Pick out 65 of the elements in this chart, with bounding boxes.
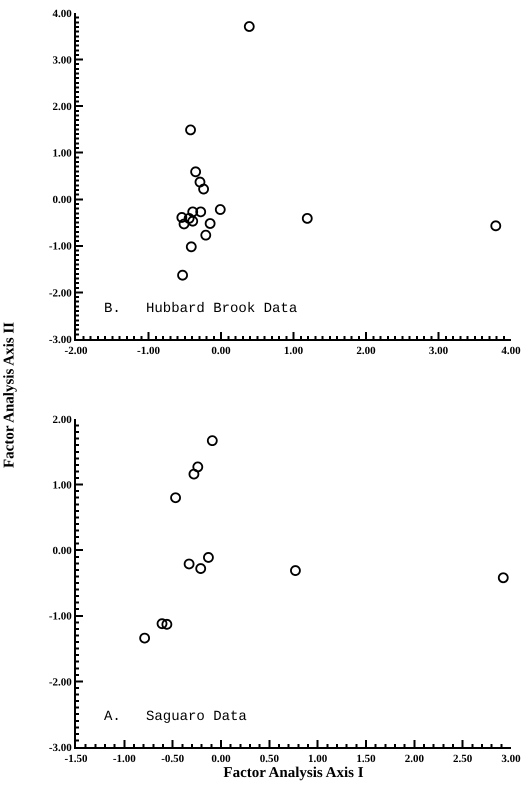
point <box>206 435 218 446</box>
point <box>490 220 502 232</box>
point <box>170 492 181 504</box>
point <box>190 166 202 178</box>
point <box>156 618 168 630</box>
point <box>185 124 196 136</box>
y-axis-title: Factor Analysis Axis II <box>2 322 18 468</box>
point <box>244 21 255 32</box>
x-tick-label: 0.00 <box>211 753 232 766</box>
point <box>184 558 194 570</box>
point <box>198 184 209 194</box>
x-tick-label: 2.00 <box>404 753 424 766</box>
point <box>200 230 212 241</box>
point <box>178 218 190 230</box>
point <box>186 241 197 252</box>
x-tick-label: 0.00 <box>211 345 232 358</box>
point <box>187 216 198 227</box>
y-tick-label: -2.00 <box>48 287 72 300</box>
y-tick-label: 4.00 <box>52 8 72 20</box>
y-tick-label: 2.00 <box>52 100 72 113</box>
point <box>214 204 226 215</box>
y-tick-label: 0.00 <box>52 545 72 558</box>
y-tick-label: -2.00 <box>48 676 72 688</box>
y-tick-label: -3.00 <box>48 334 72 346</box>
x-axis-title: Factor Analysis Axis I <box>223 765 364 782</box>
point <box>188 468 200 480</box>
annotation: A. Saguaro Data <box>104 709 247 725</box>
annotation: B. Hubbard Brook Data <box>104 301 298 317</box>
point <box>176 212 188 223</box>
point <box>161 618 172 630</box>
point <box>194 176 206 188</box>
y-tick-label: -1.00 <box>48 240 72 253</box>
point <box>290 565 301 576</box>
x-tick-label: 0.50 <box>260 753 280 766</box>
point <box>195 563 206 574</box>
x-tick-label: -2.00 <box>64 345 88 358</box>
x-tick-label: 3.00 <box>501 753 522 766</box>
point <box>498 572 509 584</box>
x-tick-label: -1.50 <box>64 753 88 766</box>
x-tick-label: 1.00 <box>284 345 304 358</box>
point <box>187 206 198 218</box>
y-tick-label: 2.00 <box>52 414 72 426</box>
y-tick-label: 1.00 <box>52 479 72 492</box>
x-tick-label: -1.00 <box>112 753 136 766</box>
point <box>203 552 214 563</box>
x-tick-label: 2.00 <box>356 345 376 358</box>
y-tick-label: 0.00 <box>52 194 72 206</box>
point <box>139 632 150 644</box>
x-tick-label: -0.50 <box>161 753 185 766</box>
point <box>302 212 313 224</box>
y-tick-label: 3.00 <box>52 54 72 66</box>
x-tick-label: 1.50 <box>356 753 376 766</box>
point <box>192 461 204 472</box>
y-tick-label: -3.00 <box>48 742 72 754</box>
x-tick-label: 2.50 <box>453 753 473 766</box>
point <box>195 206 206 218</box>
x-tick-label: 1.00 <box>308 753 328 766</box>
point <box>204 218 216 229</box>
x-tick-label: 3.00 <box>428 345 449 358</box>
x-tick-label: 4.00 <box>501 345 522 358</box>
y-tick-label: -1.00 <box>48 610 72 623</box>
x-tick-label: -1.00 <box>137 345 160 358</box>
point <box>177 270 188 281</box>
point <box>184 212 194 224</box>
y-tick-label: 1.00 <box>52 148 72 160</box>
